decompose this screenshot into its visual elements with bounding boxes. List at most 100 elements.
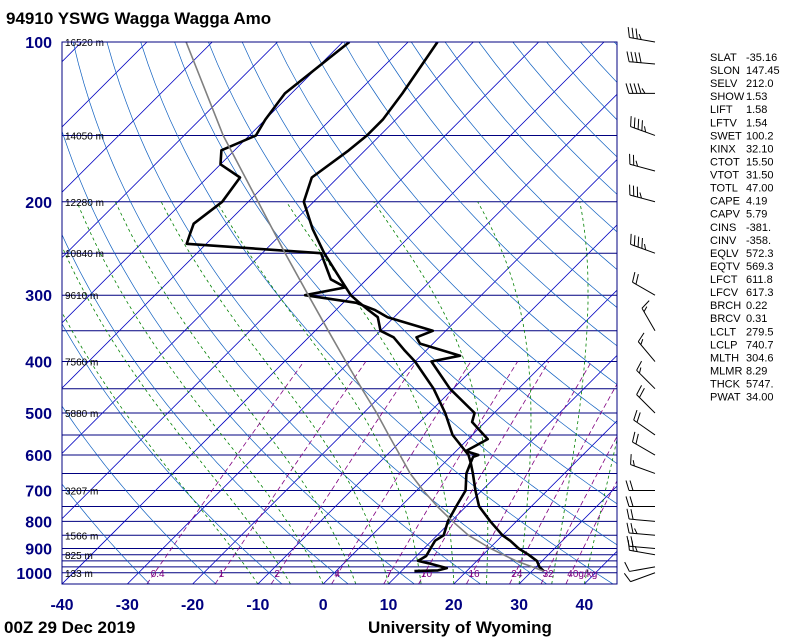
- mixing-ratio-label: 16: [469, 569, 481, 580]
- temperature-tick-label: -40: [50, 597, 73, 614]
- barb-feather: [644, 243, 647, 250]
- barb-staff: [629, 163, 656, 172]
- barb-staff: [641, 307, 656, 332]
- index-name: SHOW: [710, 91, 745, 103]
- temperature-tick-label: 10: [380, 597, 398, 614]
- barb-feather: [644, 126, 647, 133]
- barb-staff: [630, 126, 656, 136]
- index-name: EQLV: [710, 248, 739, 260]
- barb-feather: [625, 83, 630, 94]
- index-value: 5747.: [746, 379, 774, 391]
- wind-barb: [630, 454, 656, 474]
- isotherm--100: [62, 42, 213, 193]
- height-label: 825 m: [65, 551, 93, 562]
- barb-feather: [633, 235, 636, 246]
- barb-feather: [624, 561, 630, 572]
- dry-adiabat--30: [62, 483, 150, 584]
- index-name: MLMR: [710, 365, 742, 377]
- wind-barb: [626, 535, 656, 549]
- barb-staff: [630, 572, 656, 583]
- barb-feather: [630, 454, 632, 465]
- wind-barb: [641, 300, 656, 332]
- pressure-tick-label: 700: [25, 484, 52, 501]
- temperature-profile: [302, 42, 545, 573]
- index-name: LIFT: [710, 104, 733, 116]
- barb-staff: [629, 518, 656, 522]
- isotherm--40: [62, 42, 605, 584]
- moist-adiabat-20: [286, 201, 455, 584]
- index-value: 572.3: [746, 248, 774, 260]
- height-label: 12280 m: [65, 198, 104, 209]
- index-value: 611.8: [746, 274, 773, 286]
- isotherm--80: [62, 42, 344, 324]
- dry-adiabat-60: [208, 42, 617, 505]
- dry-adiabat-100: [343, 42, 617, 347]
- height-label: 16520 m: [65, 38, 104, 49]
- mixing-ratio-label: 0.4: [151, 569, 165, 580]
- barb-feather: [638, 367, 642, 374]
- pressure-tick-label: 400: [25, 355, 52, 372]
- index-name: TOTL: [710, 183, 738, 195]
- index-name: CAPE: [710, 196, 740, 208]
- barb-feather: [630, 233, 632, 245]
- barb-feather: [636, 412, 641, 423]
- barb-feather: [641, 300, 650, 309]
- footer-source: University of Wyoming: [368, 618, 552, 637]
- mixing-ratio-line-32: [540, 435, 617, 584]
- moist-adiabat-40: [584, 437, 617, 584]
- dry-adiabat-110: [377, 42, 617, 308]
- index-name: BRCH: [710, 300, 741, 312]
- barb-feather: [639, 192, 642, 199]
- barb-feather: [623, 572, 631, 582]
- mixing-ratio-label: 4: [334, 569, 340, 580]
- index-value: 569.3: [746, 261, 774, 273]
- barb-feather: [631, 271, 636, 283]
- mixing-ratio-line-1: [214, 361, 367, 584]
- barb-feather: [630, 536, 634, 547]
- index-value: 1.54: [746, 117, 767, 129]
- height-label: 3207 m: [65, 487, 98, 498]
- mixing-ratio-label: 24: [511, 569, 523, 580]
- barb-feather: [637, 332, 645, 342]
- barb-feather: [632, 460, 635, 467]
- pressure-tick-label: 100: [25, 35, 52, 52]
- index-value: 100.2: [746, 130, 774, 142]
- moist-adiabat--10: [62, 311, 259, 584]
- wind-barb: [625, 83, 655, 94]
- barb-staff: [636, 394, 656, 414]
- dry-adiabat-40: [140, 42, 614, 584]
- wind-barb: [637, 332, 656, 362]
- wind-barb: [626, 522, 656, 536]
- isotherm-0: [322, 289, 617, 584]
- barb-feather: [625, 480, 630, 491]
- barb-feather: [630, 116, 632, 127]
- footer-date: 00Z 29 Dec 2019: [4, 618, 135, 637]
- index-name: SELV: [710, 78, 738, 90]
- mixing-ratio-line-24: [509, 383, 617, 584]
- barb-feather: [639, 387, 645, 398]
- chart-title: 94910 YSWG Wagga Wagga Amo: [6, 9, 271, 28]
- wind-barb: [625, 480, 655, 492]
- barb-feather: [635, 273, 639, 285]
- isotherm--70: [62, 42, 409, 389]
- barb-feather: [635, 160, 639, 167]
- pressure-tick-label: 800: [25, 514, 52, 531]
- index-name: CINV: [710, 235, 737, 247]
- index-value: -381.: [746, 222, 771, 234]
- barb-staff: [629, 549, 656, 556]
- wind-barb: [636, 385, 656, 414]
- barb-feather: [630, 509, 634, 520]
- barb-feather: [631, 27, 634, 39]
- mixing-ratio-labels: 0.4 1 2 4 7 10 16 24 32 40g/kg: [151, 569, 598, 580]
- temperature-tick-label: -10: [246, 597, 269, 614]
- barb-staff: [629, 61, 656, 65]
- moist-adiabat-0: [76, 201, 324, 584]
- parcel-path: [185, 42, 544, 572]
- barb-feather: [629, 496, 634, 507]
- pressure-tick-label: 1000: [16, 566, 52, 583]
- barb-feather: [626, 51, 630, 62]
- barb-feather: [626, 535, 630, 547]
- dry-adiabat-30: [106, 42, 547, 584]
